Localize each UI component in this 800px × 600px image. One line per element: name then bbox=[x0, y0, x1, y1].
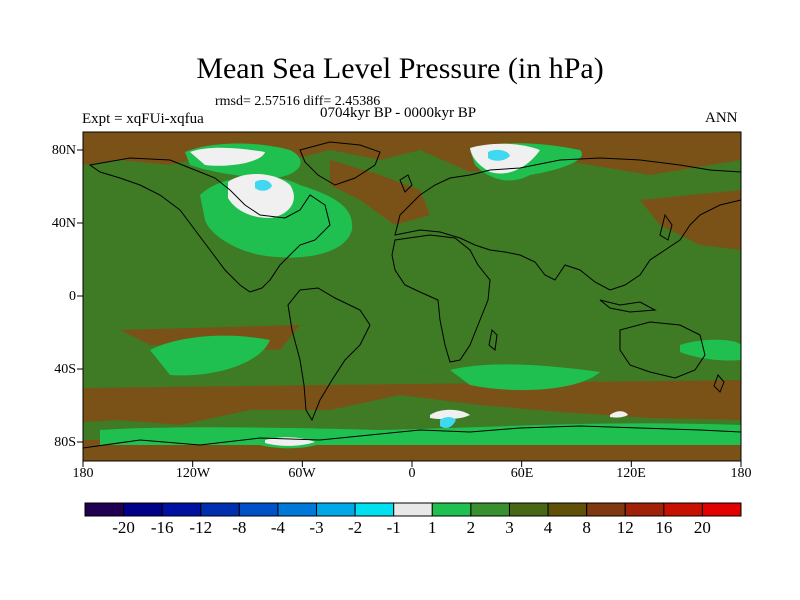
colorbar-swatch bbox=[354, 502, 395, 517]
colorbar-swatch bbox=[238, 502, 279, 517]
colorbar-label: -3 bbox=[309, 518, 324, 537]
colorbar-label: -2 bbox=[348, 518, 363, 537]
coastlines bbox=[83, 141, 741, 449]
coast-eurasia bbox=[394, 157, 741, 291]
white-region-hudson bbox=[228, 174, 294, 218]
colorbar-label: 2 bbox=[466, 518, 476, 537]
lon-label-120w: 120W bbox=[175, 466, 211, 481]
period-label: 0704kyr BP - 0000kyr BP bbox=[320, 105, 477, 121]
green-region-s-pacific bbox=[150, 335, 270, 376]
lat-label-40n: 40N bbox=[51, 216, 76, 231]
coast-australia bbox=[619, 321, 706, 379]
white-region-antarctic-far-east bbox=[610, 411, 628, 418]
colorbar-label: 1 bbox=[428, 518, 437, 537]
coast-north-america bbox=[88, 157, 331, 293]
lat-label-0: 0 bbox=[69, 289, 76, 304]
brown-region-arctic bbox=[83, 132, 741, 175]
colorbar-swatch bbox=[161, 502, 202, 517]
white-region-arctic-canada bbox=[190, 147, 265, 166]
map-area bbox=[83, 132, 741, 461]
lon-label-120e: 120E bbox=[616, 466, 646, 481]
coast-antarctica bbox=[83, 425, 741, 449]
colorbar-label: -8 bbox=[232, 518, 247, 537]
colorbar-swatch bbox=[586, 502, 626, 517]
coast-new-zealand bbox=[713, 374, 725, 393]
green-region-s-ocean-east bbox=[680, 339, 741, 361]
coast-indonesia bbox=[599, 299, 657, 313]
colorbar-label: 12 bbox=[616, 518, 634, 537]
green-region-indian-ocean bbox=[450, 364, 600, 391]
brown-region-n-pacific bbox=[640, 190, 741, 250]
coast-british-isles bbox=[399, 174, 413, 193]
coast-japan bbox=[659, 213, 673, 241]
season-label: ANN bbox=[705, 110, 738, 126]
colorbar-label: 3 bbox=[505, 518, 514, 537]
colorbar-swatch bbox=[547, 502, 588, 517]
colorbar-label: 16 bbox=[655, 518, 673, 537]
colorbar-swatch bbox=[277, 502, 318, 517]
cyan-region-antarctic bbox=[440, 417, 456, 428]
lat-label-40s: 40S bbox=[54, 362, 76, 377]
colorbar-swatch bbox=[701, 502, 742, 517]
colorbar-label: -20 bbox=[112, 518, 135, 537]
lon-label-180e: 180 bbox=[730, 466, 752, 481]
stats-text: rmsd= 2.57516 diff= 2.45386 bbox=[215, 94, 381, 109]
green-region-antarctic-coast bbox=[100, 423, 741, 445]
colorbar-label: -16 bbox=[150, 518, 174, 537]
colorbar-swatch bbox=[624, 502, 665, 517]
colorbar-swatch bbox=[84, 502, 125, 517]
white-anomaly-regions bbox=[190, 143, 628, 446]
colorbar-swatch bbox=[316, 502, 356, 517]
lon-label-60w: 60W bbox=[288, 466, 316, 481]
experiment-label: Expt = xqFUi-xqfua bbox=[82, 111, 204, 127]
colorbar-label: -12 bbox=[189, 518, 213, 537]
lon-label-180w: 180 bbox=[72, 466, 94, 481]
lon-label-0: 0 bbox=[408, 466, 416, 481]
axis-ticks bbox=[77, 149, 742, 467]
colorbar bbox=[84, 502, 742, 517]
cyan-region-hudson bbox=[255, 179, 272, 191]
brown-region-n-atlantic bbox=[330, 160, 430, 225]
colorbar-label: 20 bbox=[693, 518, 711, 537]
colorbar-swatch bbox=[470, 502, 510, 517]
colorbar-label: -1 bbox=[386, 518, 401, 537]
colorbar-swatch bbox=[508, 502, 549, 517]
coast-greenland bbox=[299, 141, 381, 186]
colorbar-swatch bbox=[663, 502, 703, 517]
lat-label-80s: 80S bbox=[54, 435, 76, 450]
coast-madagascar bbox=[488, 328, 498, 351]
cyan-region-barents bbox=[488, 149, 510, 161]
lat-label-80n: 80N bbox=[51, 143, 76, 158]
brown-region-s-ocean bbox=[83, 380, 741, 425]
colorbar-swatch bbox=[431, 502, 472, 517]
colorbar-swatch bbox=[123, 502, 163, 517]
colorbar-swatch bbox=[200, 502, 240, 517]
coast-africa bbox=[391, 234, 491, 363]
colorbar-swatch bbox=[393, 502, 433, 517]
colorbar-label: 4 bbox=[543, 518, 553, 537]
coast-south-america bbox=[287, 287, 371, 422]
chart-title: Mean Sea Level Pressure (in hPa) bbox=[196, 52, 604, 85]
white-region-antarctic-east bbox=[430, 409, 470, 420]
lon-label-60e: 60E bbox=[510, 466, 534, 481]
cyan-anomaly-regions bbox=[255, 149, 510, 428]
colorbar-label: 8 bbox=[582, 518, 591, 537]
colorbar-label: -4 bbox=[270, 518, 286, 537]
